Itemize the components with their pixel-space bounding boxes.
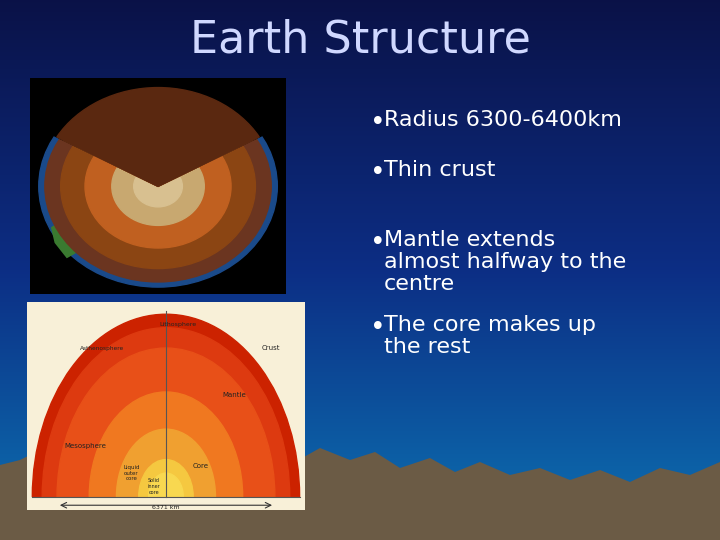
Text: the rest: the rest xyxy=(384,337,470,357)
Circle shape xyxy=(39,85,277,287)
Wedge shape xyxy=(148,473,184,497)
Wedge shape xyxy=(117,429,215,497)
Text: Thin crust: Thin crust xyxy=(384,160,495,180)
Wedge shape xyxy=(63,94,253,186)
Text: Solid
inner
core: Solid inner core xyxy=(147,478,160,495)
Wedge shape xyxy=(95,125,221,186)
Wedge shape xyxy=(137,166,179,186)
Wedge shape xyxy=(32,314,300,497)
Polygon shape xyxy=(51,209,91,258)
Wedge shape xyxy=(78,108,238,186)
Text: Radius 6300-6400km: Radius 6300-6400km xyxy=(384,110,622,130)
Text: •: • xyxy=(370,110,386,136)
Polygon shape xyxy=(0,435,720,540)
Wedge shape xyxy=(89,392,243,497)
Text: Earth Structure: Earth Structure xyxy=(189,18,531,62)
Wedge shape xyxy=(46,77,270,186)
Circle shape xyxy=(60,104,256,268)
Text: The core makes up: The core makes up xyxy=(384,315,596,335)
Text: •: • xyxy=(370,230,386,256)
Polygon shape xyxy=(143,197,185,256)
Polygon shape xyxy=(560,490,720,540)
Wedge shape xyxy=(57,348,275,497)
Text: Asthenosphere: Asthenosphere xyxy=(79,346,124,350)
Text: almost halfway to the: almost halfway to the xyxy=(384,252,626,272)
Wedge shape xyxy=(139,460,193,497)
Circle shape xyxy=(85,125,231,248)
Circle shape xyxy=(112,147,204,225)
Text: •: • xyxy=(370,315,386,341)
Text: •: • xyxy=(370,160,386,186)
Text: Liquid
outer
core: Liquid outer core xyxy=(123,465,140,482)
Text: Mesosphere: Mesosphere xyxy=(65,443,107,449)
Text: Mantle: Mantle xyxy=(222,393,246,399)
Text: Lithosphere: Lithosphere xyxy=(160,322,197,327)
Text: Crust: Crust xyxy=(262,345,280,351)
Wedge shape xyxy=(42,328,289,497)
Text: Mantle extends: Mantle extends xyxy=(384,230,555,250)
Circle shape xyxy=(45,91,271,282)
Text: centre: centre xyxy=(384,274,455,294)
Text: 6371 km: 6371 km xyxy=(152,505,180,510)
Wedge shape xyxy=(118,147,198,186)
Text: Core: Core xyxy=(193,463,209,469)
Wedge shape xyxy=(57,87,259,186)
Circle shape xyxy=(134,166,182,207)
